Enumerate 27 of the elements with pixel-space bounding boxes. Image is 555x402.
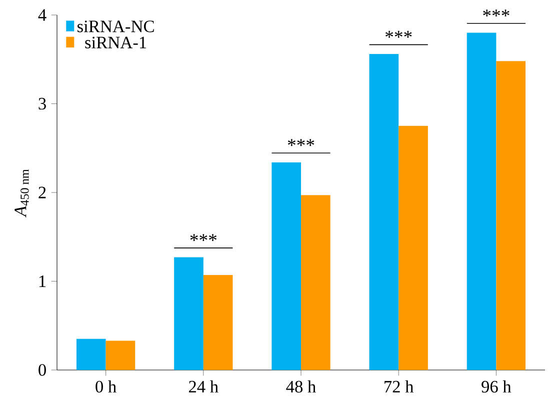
bar — [369, 54, 399, 370]
bar — [466, 32, 496, 370]
bar — [203, 275, 233, 370]
annotation: *** — [386, 30, 412, 38]
y-tick-label: 4 — [38, 9, 46, 21]
bar — [174, 257, 204, 370]
bar — [106, 340, 136, 370]
y-tick-label: 2 — [38, 186, 46, 198]
x-tick-label: 72 h — [384, 380, 414, 392]
y-tick-label: 1 — [39, 276, 46, 287]
bar — [76, 338, 106, 370]
legend-label: siRNA-1 — [85, 36, 146, 48]
x-tick-label: 0 h — [96, 380, 116, 393]
x-tick-label: 48 h — [286, 380, 316, 393]
x-tick-label: 96 h — [482, 380, 512, 393]
bar — [272, 162, 301, 370]
x-tick-label: 24 h — [188, 380, 218, 392]
annotation: *** — [288, 139, 314, 146]
bar — [301, 195, 330, 370]
bar — [496, 61, 526, 370]
annotation: *** — [483, 10, 510, 16]
legend-label: siRNA-NC — [78, 20, 154, 32]
bar — [398, 126, 428, 370]
y-tick-label: 0 — [38, 364, 46, 376]
y-tick-label: 3 — [38, 98, 46, 110]
y-axis-title: A$_{450 nm}$ — [14, 169, 29, 218]
annotation: *** — [190, 234, 217, 241]
